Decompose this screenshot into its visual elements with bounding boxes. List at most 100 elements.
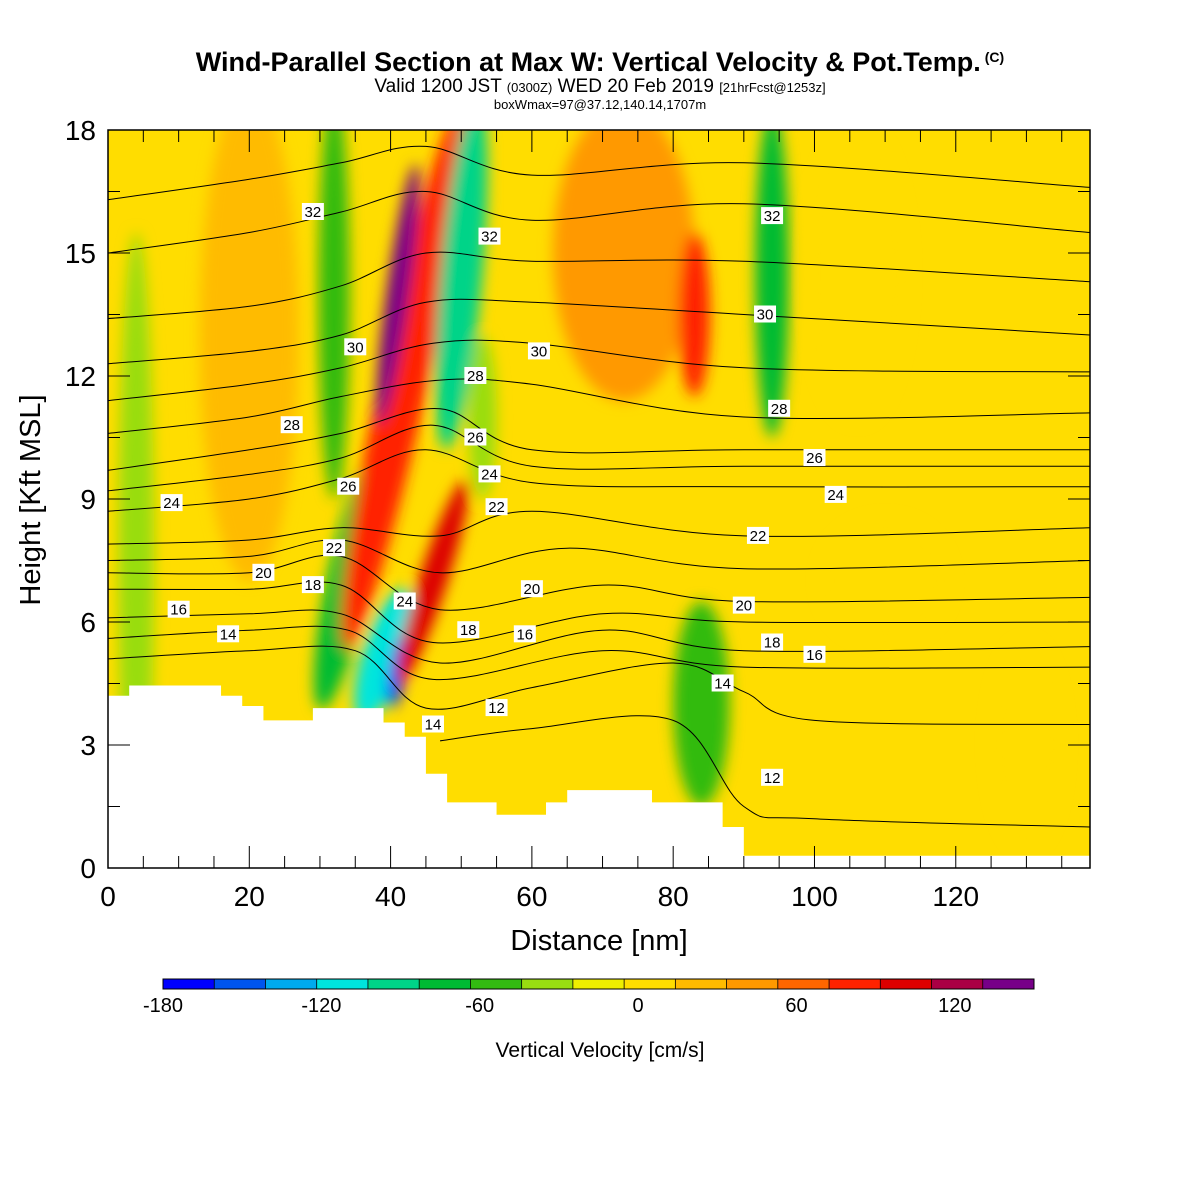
contour-label-30: 30 — [754, 305, 777, 324]
theta-contour-12 — [439, 715, 1090, 828]
colorbar-swatch — [214, 979, 266, 989]
contour-label-text: 26 — [340, 479, 357, 496]
contour-label-text: 18 — [764, 635, 781, 652]
contour-label-text: 32 — [764, 208, 781, 225]
contour-label-text: 12 — [764, 770, 781, 787]
colorbar-swatch — [829, 979, 881, 989]
valid-date: WED 20 Feb 2019 — [557, 76, 714, 97]
contour-label-30: 30 — [344, 338, 367, 356]
contour-label-text: 26 — [467, 430, 484, 447]
contour-label-text: 18 — [305, 577, 322, 594]
colorbar-swatch — [675, 979, 728, 989]
contour-label-16: 16 — [513, 625, 536, 643]
contour-label-text: 16 — [170, 602, 187, 619]
colorbar-swatch — [470, 979, 523, 989]
contour-label-text: 28 — [771, 401, 788, 418]
contour-label-text: 14 — [220, 626, 237, 643]
plot-area: 12 12 14 14 14 16 16 16 18 18 18 20 20 20 22 22 22 24 24 24… — [108, 130, 1090, 868]
contour-label-26: 26 — [803, 449, 826, 467]
y-tick-label: 6 — [80, 607, 96, 638]
colorbar: -180 -120 -60 0 60 120 — [143, 978, 1035, 1017]
contour-label-text: 26 — [806, 450, 823, 467]
forecast-info: [21hrFcst@1253z] — [719, 80, 826, 95]
contour-label-text: 24 — [481, 466, 498, 483]
colorbar-swatch — [572, 979, 625, 989]
colorbar-swatch — [931, 979, 984, 989]
colorbar-swatch — [265, 979, 318, 989]
theta-contour-16 — [108, 145, 1090, 201]
w-cell-9 — [435, 130, 488, 450]
contour-label-24: 24 — [478, 465, 501, 483]
colorbar-swatch — [521, 979, 574, 989]
colorbar-label: 0 — [633, 995, 644, 1017]
contour-label-14: 14 — [711, 674, 734, 693]
chart-title: Wind-Parallel Section at Max W: Vertical… — [0, 42, 1200, 77]
y-tick-label: 3 — [80, 730, 96, 761]
x-tick-label: 0 — [100, 881, 116, 912]
x-tick-label: 120 — [932, 881, 979, 912]
contour-label-32: 32 — [478, 227, 501, 246]
contour-label-16: 16 — [167, 600, 190, 619]
contour-label-16: 16 — [803, 645, 826, 664]
contour-label-18: 18 — [761, 633, 784, 652]
colorbar-label: -180 — [143, 995, 183, 1017]
colorbar-swatch — [419, 979, 471, 989]
y-axis-title: Height [Kft MSL] — [15, 394, 47, 605]
terrain-mask — [108, 685, 1090, 868]
colorbar-swatch — [624, 979, 676, 989]
contour-label-text: 20 — [255, 565, 272, 582]
theta-contour-30 — [108, 298, 1090, 365]
x-tick-label: 80 — [658, 881, 689, 912]
contour-label-28: 28 — [280, 416, 303, 434]
theta-contour-18 — [108, 581, 1090, 644]
contour-label-text: 22 — [326, 540, 343, 557]
contour-label-text: 28 — [283, 417, 300, 434]
y-tick-label: 18 — [65, 115, 96, 146]
colorbar-swatch — [777, 979, 830, 989]
w-cell-11 — [553, 130, 695, 401]
contour-label-text: 32 — [481, 229, 498, 246]
contour-label-14: 14 — [217, 625, 240, 643]
w-cell-16 — [821, 519, 949, 643]
contour-label-text: 12 — [488, 700, 505, 717]
contour-label-32: 32 — [301, 203, 324, 221]
x-tick-label: 60 — [516, 881, 547, 912]
contour-label-text: 28 — [467, 368, 484, 385]
contour-label-text: 14 — [425, 717, 442, 734]
colorbar-swatch — [316, 979, 369, 989]
contour-label-22: 22 — [323, 539, 346, 557]
contour-label-24: 24 — [393, 592, 416, 611]
x-tick-label: 100 — [791, 881, 838, 912]
contour-label-text: 24 — [827, 487, 844, 504]
contour-label-30: 30 — [527, 342, 550, 360]
colorbar-label: 60 — [785, 995, 807, 1017]
x-tick-label: 20 — [234, 881, 265, 912]
contour-label-28: 28 — [464, 367, 487, 385]
contour-label-text: 18 — [460, 622, 477, 639]
w-cell-8 — [397, 479, 469, 683]
contour-label-text: 14 — [714, 676, 731, 693]
x-tick-label: 40 — [375, 881, 406, 912]
contour-label-text: 22 — [750, 528, 767, 545]
colorbar-swatch — [163, 979, 215, 989]
chart-title-text: Wind-Parallel Section at Max W: Vertical… — [195, 47, 981, 77]
box-max-info: boxWmax=97@37.12,140.14,1707m — [493, 97, 707, 112]
w-cell-1 — [318, 130, 350, 499]
x-axis-title: Distance [nm] — [510, 925, 687, 957]
copyright-mark: (C) — [984, 49, 1005, 65]
w-cell-6 — [342, 130, 468, 649]
contour-label-32: 32 — [761, 207, 784, 225]
contour-label-text: 30 — [757, 307, 774, 324]
contour-label-14: 14 — [421, 715, 444, 734]
y-tick-label: 12 — [65, 361, 96, 392]
contour-label-18: 18 — [301, 576, 324, 594]
colorbar-title: Vertical Velocity [cm/s] — [496, 1039, 705, 1062]
y-tick-label: 9 — [80, 484, 96, 515]
theta-contour-11 — [108, 625, 1090, 681]
chart-titles: Wind-Parallel Section at Max W: Vertical… — [0, 42, 1200, 112]
contour-label-text: 20 — [735, 598, 752, 615]
colorbar-swatch — [367, 979, 420, 989]
contour-label-26: 26 — [337, 477, 360, 496]
contour-label-20: 20 — [520, 580, 543, 598]
contour-label-22: 22 — [485, 498, 508, 516]
